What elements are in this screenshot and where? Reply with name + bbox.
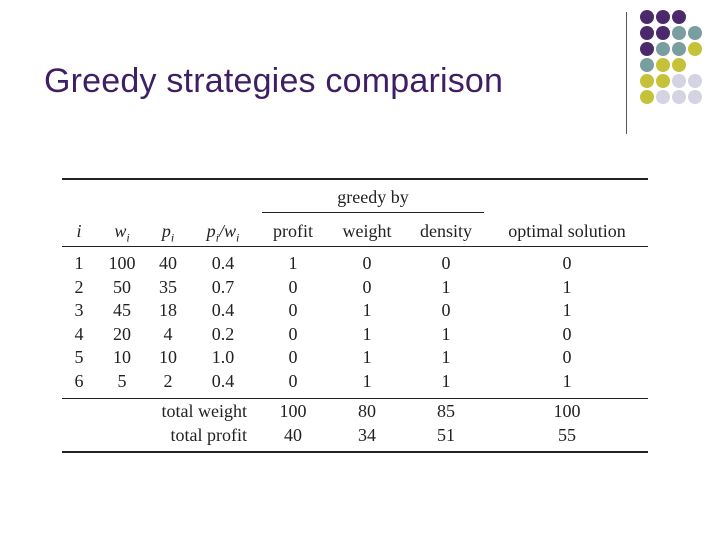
cell-pi: 35 <box>159 276 177 297</box>
decorative-dot <box>656 74 670 88</box>
header-rule <box>62 246 648 247</box>
decorative-dot <box>688 90 702 104</box>
cell-density: 0 <box>441 253 451 273</box>
decorative-dot <box>688 42 702 56</box>
totals-rule <box>62 398 648 399</box>
cell-weight: 0 <box>362 253 372 273</box>
cell-profit: 0 <box>288 370 298 391</box>
cell-pi-wi: 0.7 <box>211 276 235 297</box>
cell-pi: 10 <box>159 347 177 367</box>
decorative-dot <box>656 26 670 40</box>
cell-wi: 20 <box>113 323 131 344</box>
header-pi-wi: pi/wi <box>206 221 240 245</box>
cell-density: 1 <box>441 370 451 391</box>
decorative-vertical-line <box>626 12 627 134</box>
cell-density: 1 <box>441 323 451 344</box>
cell-wi: 45 <box>113 300 131 320</box>
cell-i: 6 <box>74 370 84 391</box>
cell-pi-wi: 0.4 <box>211 253 235 273</box>
decorative-dot <box>656 90 670 104</box>
header-density: density <box>420 221 472 241</box>
cell-optimal: 0 <box>562 253 572 273</box>
cell-profit: 0 <box>288 347 298 367</box>
cell-optimal: 0 <box>562 347 572 367</box>
totals-optimal: 100 <box>553 401 581 421</box>
greedy-group-header: greedy by <box>337 187 409 207</box>
cell-pi: 18 <box>159 300 177 320</box>
cell-weight: 1 <box>362 370 372 391</box>
cell-pi-wi: 0.4 <box>211 370 235 391</box>
decorative-dot <box>688 74 702 88</box>
cell-profit: 1 <box>288 253 298 273</box>
cell-wi: 50 <box>113 276 131 297</box>
header-weight: weight <box>342 221 392 241</box>
cell-i: 1 <box>74 253 84 273</box>
totals-label: total weight <box>161 401 247 421</box>
totals-profit: 100 <box>279 401 307 421</box>
cell-weight: 0 <box>362 276 372 297</box>
table-top-rule <box>62 178 648 180</box>
decorative-dot <box>640 10 654 24</box>
comparison-table: greedy by i wi pi pi/wi profit weight de… <box>62 178 648 453</box>
decorative-dot <box>640 26 654 40</box>
decorative-dot <box>672 10 686 24</box>
cell-pi: 40 <box>159 253 177 273</box>
cell-pi-wi: 0.4 <box>211 300 235 320</box>
cell-wi: 5 <box>117 370 127 391</box>
totals-label: total profit <box>170 424 247 445</box>
cell-wi: 100 <box>108 253 136 273</box>
cell-density: 0 <box>441 300 451 320</box>
cell-optimal: 0 <box>562 323 572 344</box>
header-pi: pi <box>161 221 175 245</box>
cell-density: 1 <box>441 347 451 367</box>
decorative-dot <box>672 58 686 72</box>
cell-optimal: 1 <box>562 370 572 391</box>
decorative-dot <box>672 26 686 40</box>
cell-i: 5 <box>74 347 84 367</box>
cell-pi: 2 <box>163 370 173 391</box>
cell-density: 1 <box>441 276 451 297</box>
decorative-dot <box>656 42 670 56</box>
decorative-dot <box>640 90 654 104</box>
header-profit: profit <box>273 221 313 241</box>
header-wi: wi <box>114 221 130 245</box>
cell-profit: 0 <box>288 276 298 297</box>
cell-pi-wi: 0.2 <box>211 323 235 344</box>
header-i: i <box>76 221 82 241</box>
cell-wi: 10 <box>113 347 131 367</box>
totals-weight: 34 <box>358 424 376 445</box>
decorative-dot <box>640 42 654 56</box>
cell-weight: 1 <box>362 347 372 367</box>
totals-profit: 40 <box>284 424 302 445</box>
cell-weight: 1 <box>362 323 372 344</box>
decorative-dot <box>640 74 654 88</box>
cell-pi: 4 <box>163 323 173 344</box>
cell-optimal: 1 <box>562 276 572 297</box>
cell-optimal: 1 <box>562 300 572 320</box>
decorative-dot <box>672 90 686 104</box>
cell-i: 3 <box>74 300 84 320</box>
totals-density: 51 <box>437 424 455 445</box>
totals-optimal: 55 <box>558 424 576 445</box>
decorative-dot <box>656 58 670 72</box>
decorative-dot <box>672 74 686 88</box>
slide-title: Greedy strategies comparison <box>44 62 504 100</box>
table-bottom-rule <box>62 451 648 453</box>
decorative-dot <box>640 58 654 72</box>
cell-i: 4 <box>74 323 84 344</box>
decorative-dot <box>688 26 702 40</box>
cell-pi-wi: 1.0 <box>211 347 235 367</box>
totals-density: 85 <box>437 401 455 421</box>
decorative-dot <box>656 10 670 24</box>
decorative-dot <box>672 42 686 56</box>
totals-weight: 80 <box>358 401 376 421</box>
greedy-group-underline <box>262 212 484 213</box>
cell-i: 2 <box>74 276 84 297</box>
cell-profit: 0 <box>288 300 298 320</box>
header-optimal-solution: optimal solution <box>508 221 626 241</box>
cell-weight: 1 <box>362 300 372 320</box>
cell-profit: 0 <box>288 323 298 344</box>
